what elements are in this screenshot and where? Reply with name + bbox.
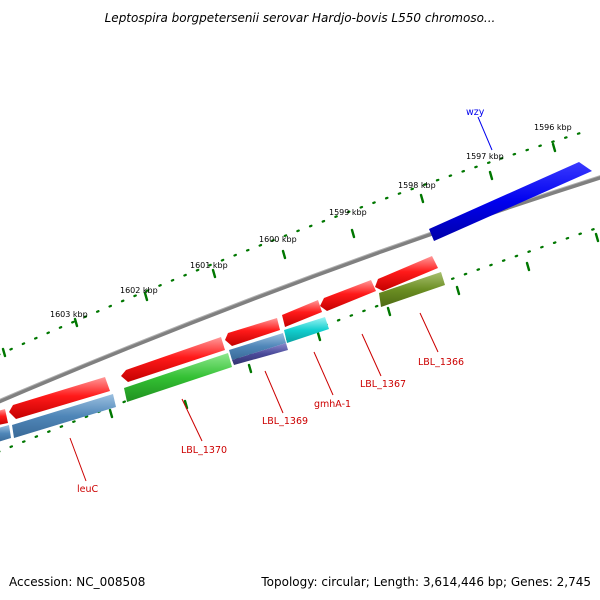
gene-label-lbl1369: LBL_1369 bbox=[262, 416, 308, 427]
ruler-label: 1601 kbp bbox=[190, 261, 228, 270]
topology-text: Topology: circular; Length: 3,614,446 bp… bbox=[261, 575, 591, 589]
gene-lbl1366[interactable] bbox=[375, 256, 438, 291]
ruler-labels: 1596 kbp 1597 kbp 1598 kbp 1599 kbp 1600… bbox=[50, 123, 572, 319]
outer-ruler-ticks bbox=[1, 142, 557, 358]
cog-lbl1366 bbox=[379, 272, 445, 307]
gene-lbl1367[interactable] bbox=[320, 280, 376, 311]
gene-gmha[interactable] bbox=[282, 300, 322, 327]
backbone bbox=[0, 175, 600, 404]
gene-lbl1370[interactable] bbox=[121, 337, 225, 382]
ruler-label: 1602 kbp bbox=[120, 286, 158, 295]
gene-label-gmha: gmhA-1 bbox=[314, 399, 351, 410]
ruler-label: 1599 kbp bbox=[329, 208, 367, 217]
gene-label-lbl1366: LBL_1366 bbox=[418, 357, 464, 368]
gene-label-lbl1367: LBL_1367 bbox=[360, 379, 406, 390]
ruler-label: 1600 kbp bbox=[259, 235, 297, 244]
cog-gmha bbox=[284, 317, 329, 343]
ruler-label: 1598 kbp bbox=[398, 181, 436, 190]
outer-ruler bbox=[0, 128, 592, 356]
map-title: Leptospira borgpetersenii serovar Hardjo… bbox=[104, 11, 496, 25]
cog-partial-left bbox=[0, 425, 11, 442]
label-leaders bbox=[69, 116, 493, 482]
gene-wzy[interactable] bbox=[429, 162, 592, 241]
ruler-label: 1603 kbp bbox=[50, 310, 88, 319]
gene-labels: wzy LBL_1366 LBL_1367 gmhA-1 LBL_1369 LB… bbox=[77, 107, 485, 495]
gene-leuc[interactable] bbox=[9, 377, 110, 419]
cog-lbl1369-top bbox=[229, 333, 286, 360]
gene-label-lbl1370: LBL_1370 bbox=[181, 445, 227, 456]
gene-label-leuc: leuC bbox=[77, 484, 99, 495]
accession-text: Accession: NC_008508 bbox=[9, 575, 146, 589]
gene-label-wzy: wzy bbox=[466, 107, 485, 118]
inner-ruler-ticks bbox=[108, 232, 600, 419]
ruler-label: 1596 kbp bbox=[534, 123, 572, 132]
gene-partial-left[interactable] bbox=[0, 409, 8, 425]
cog-leuc bbox=[12, 394, 116, 438]
gene-lbl1369[interactable] bbox=[225, 318, 280, 346]
cog-lbl1370 bbox=[124, 353, 232, 402]
cog-lbl1369-bottom bbox=[232, 343, 288, 365]
ruler-label: 1597 kbp bbox=[466, 152, 504, 161]
